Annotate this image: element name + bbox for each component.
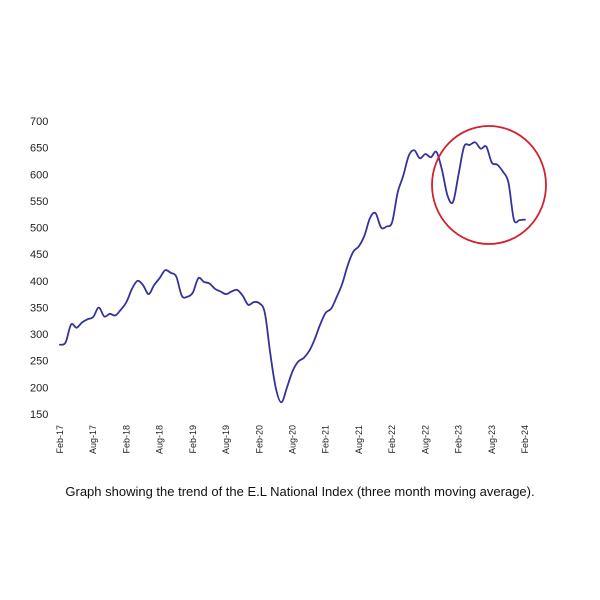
index-series-line	[59, 141, 526, 404]
x-tick-label: Feb-18	[121, 425, 131, 454]
chart-caption: Graph showing the trend of the E.L Natio…	[65, 484, 535, 499]
x-tick-label: Feb-19	[188, 425, 198, 454]
plot-area	[59, 125, 547, 404]
y-tick-label: 600	[30, 169, 48, 181]
x-tick-label: Aug-20	[288, 425, 298, 454]
x-tick-label: Aug-17	[88, 425, 98, 454]
x-tick-label: Feb-23	[454, 425, 464, 454]
x-tick-label: Feb-20	[254, 425, 264, 454]
x-tick-label: Feb-22	[387, 425, 397, 454]
y-tick-label: 200	[30, 382, 48, 394]
y-tick-label: 250	[30, 356, 48, 368]
x-tick-label: Aug-22	[420, 425, 430, 454]
y-tick-label: 400	[30, 276, 48, 288]
highlight-circle	[431, 125, 547, 245]
x-tick-label: Feb-21	[321, 425, 331, 454]
x-axis: Feb-17 Aug-17 Feb-18 Aug-18 Feb-19 Aug-19 Feb-…	[55, 425, 530, 454]
x-tick-label: Aug-21	[354, 425, 364, 454]
x-tick-label: Feb-24	[520, 425, 530, 454]
x-tick-label: Feb-17	[55, 425, 65, 454]
y-axis: 150 200 250 300 350 400 450 500 550 600 650 700	[30, 116, 48, 421]
y-tick-label: 450	[30, 249, 48, 261]
y-tick-label: 350	[30, 302, 48, 314]
x-tick-label: Aug-18	[155, 425, 165, 454]
x-tick-label: Aug-19	[221, 425, 231, 454]
y-tick-label: 300	[30, 329, 48, 341]
y-tick-label: 150	[30, 409, 48, 421]
y-tick-label: 700	[30, 116, 48, 128]
y-tick-label: 550	[30, 196, 48, 208]
x-tick-label: Aug-23	[487, 425, 497, 454]
y-tick-label: 500	[30, 223, 48, 235]
y-tick-label: 650	[30, 143, 48, 155]
